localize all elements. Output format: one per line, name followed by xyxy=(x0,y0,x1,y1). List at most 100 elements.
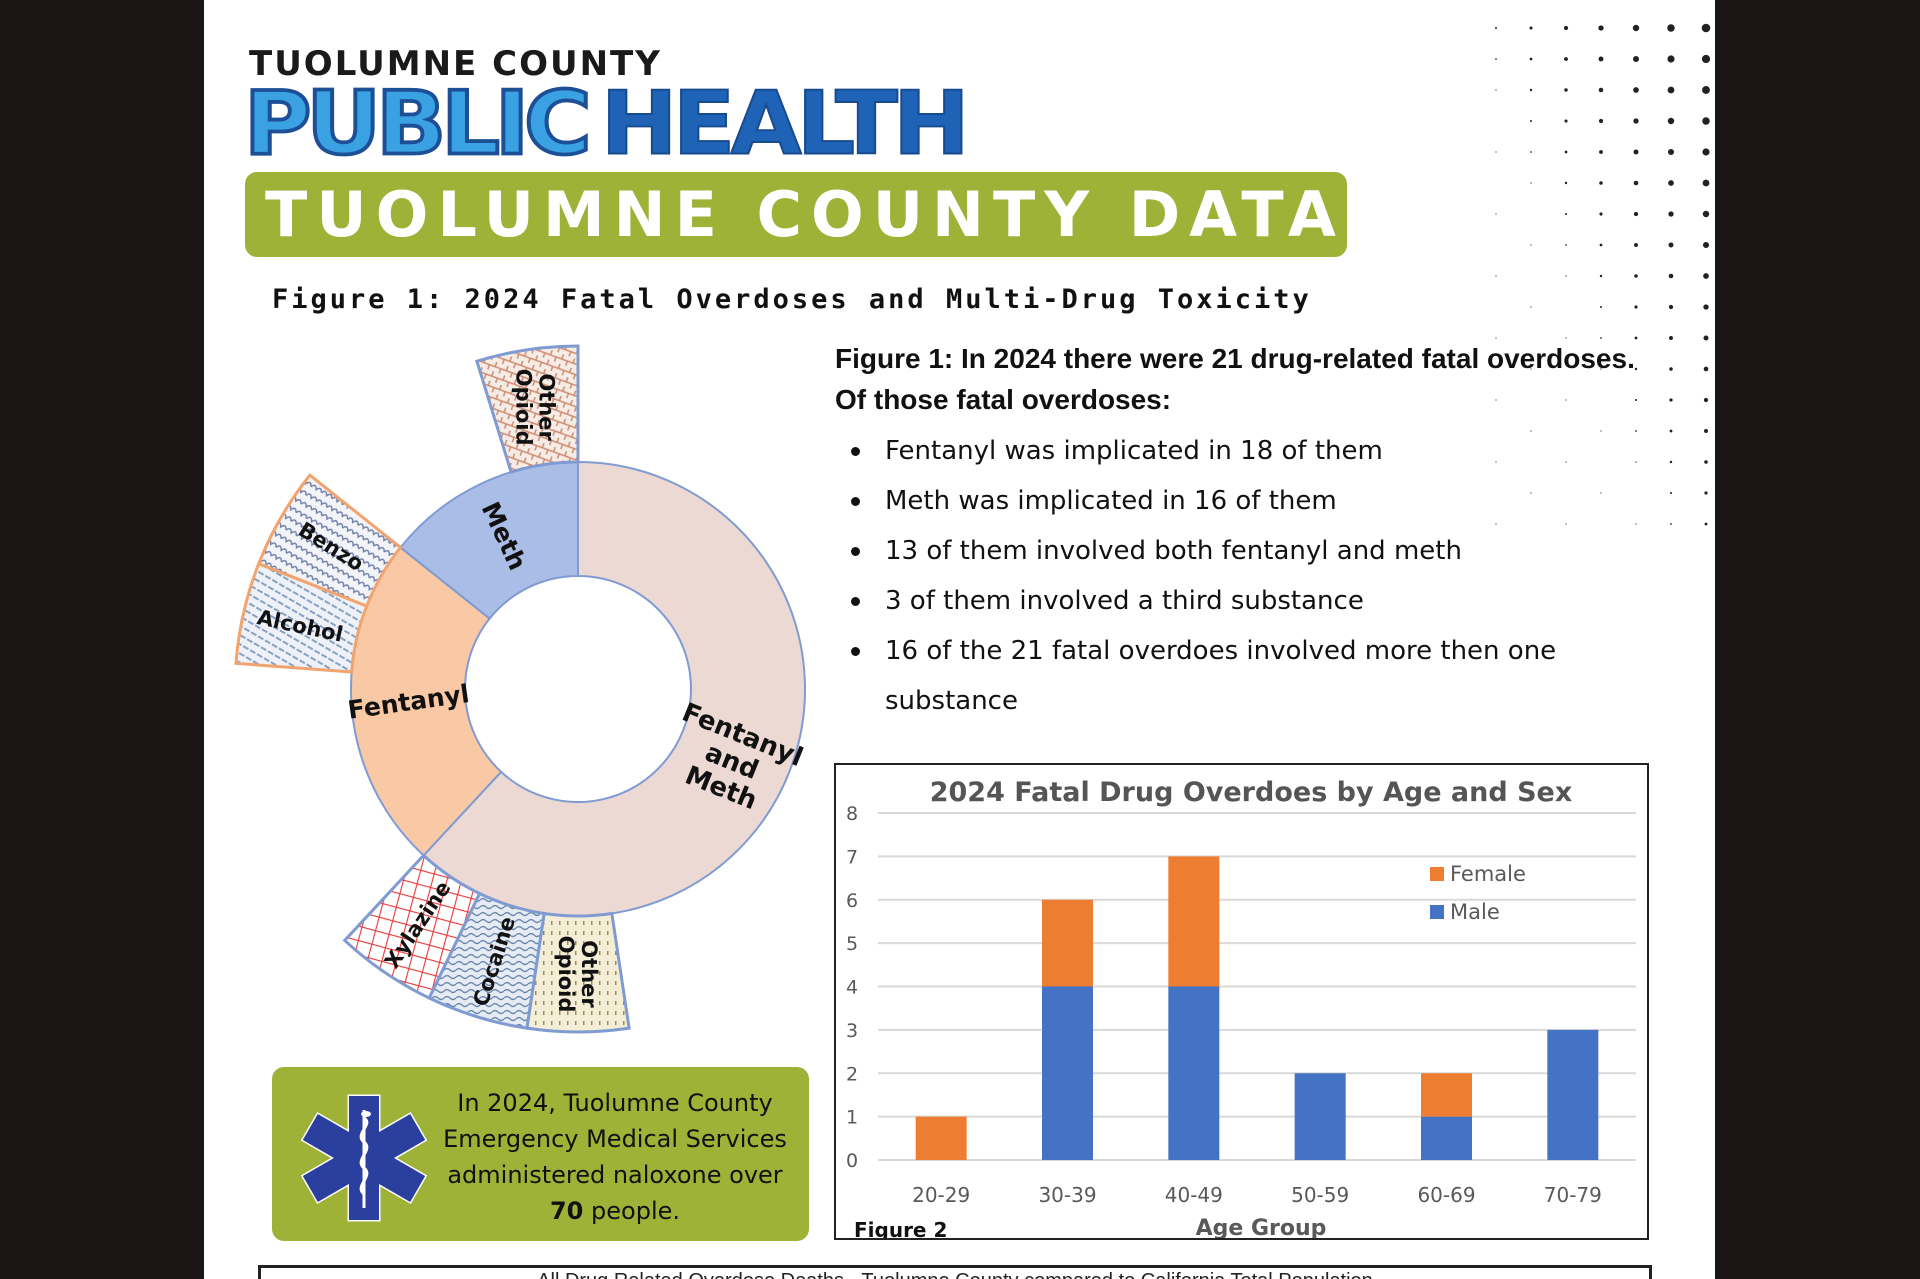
decor-dot xyxy=(1633,211,1639,217)
bullet-item: Meth was implicated in 16 of them xyxy=(851,476,1655,526)
star-of-life-icon xyxy=(300,1094,428,1222)
x-tick-label: 60-69 xyxy=(1417,1183,1475,1207)
decor-dot xyxy=(1598,56,1604,62)
figure1-summary: Figure 1: In 2024 there were 21 drug-rel… xyxy=(835,338,1655,726)
decor-dot xyxy=(1633,87,1639,93)
decor-dot xyxy=(1634,367,1638,371)
y-tick-label: 4 xyxy=(846,977,858,999)
y-tick-label: 5 xyxy=(846,933,858,955)
bullet-item: 13 of them involved both fentanyl and me… xyxy=(851,526,1655,576)
decor-dot xyxy=(1633,118,1639,124)
decor-dot xyxy=(1495,523,1497,525)
y-tick-label: 2 xyxy=(846,1063,858,1085)
decor-dot xyxy=(1702,117,1710,125)
sunburst-outer-segment xyxy=(342,853,482,1001)
sunburst-outer-segment xyxy=(475,344,580,474)
chart-title: 2024 Fatal Drug Overdoes by Age and Sex xyxy=(930,777,1573,808)
decor-dot xyxy=(1702,210,1710,218)
decor-dot xyxy=(1600,337,1602,339)
decor-dot xyxy=(1495,337,1497,339)
decor-dot xyxy=(1704,522,1708,526)
bar-female xyxy=(915,1116,967,1160)
decor-dot xyxy=(1529,88,1533,92)
decor-dot xyxy=(1702,179,1710,187)
decor-dot xyxy=(1529,119,1533,123)
decor-dot xyxy=(1495,275,1497,277)
decor-dot xyxy=(1495,399,1497,401)
decor-dot xyxy=(1635,430,1637,432)
decor-dot xyxy=(1669,460,1673,464)
decor-dot xyxy=(1632,55,1640,63)
decor-dot xyxy=(1669,429,1673,433)
decor-dot xyxy=(1667,24,1675,32)
decor-dot xyxy=(1703,366,1709,372)
ems-text: In 2024, Tuolumne County Emergency Medic… xyxy=(435,1085,795,1229)
bar-male xyxy=(1042,986,1093,1160)
ems-text-part: people. xyxy=(583,1197,680,1225)
decor-dot xyxy=(1495,58,1497,60)
decor-dot xyxy=(1702,86,1710,94)
decor-dot xyxy=(1599,243,1603,247)
bar-male xyxy=(1421,1116,1472,1160)
decor-dot xyxy=(1563,25,1569,31)
decor-dot xyxy=(1634,336,1638,340)
summary-heading: Figure 1: In 2024 there were 21 drug-rel… xyxy=(835,343,1635,415)
decorative-dot-pattern xyxy=(1495,23,1711,526)
decor-dot xyxy=(1599,150,1603,154)
banner-title: TUOLUMNE COUNTY DATA xyxy=(265,178,1345,251)
y-tick-label: 3 xyxy=(846,1020,858,1042)
decor-dot xyxy=(1667,148,1675,156)
decor-dot xyxy=(1530,182,1532,184)
x-axis-label: Age Group xyxy=(1196,1216,1327,1238)
decor-dot xyxy=(1599,212,1603,216)
decor-dot xyxy=(1530,244,1532,246)
decor-dot xyxy=(1703,397,1709,403)
bar-male xyxy=(1547,1029,1599,1160)
decor-dot xyxy=(1599,274,1603,278)
legend-swatch-female xyxy=(1430,867,1444,881)
decor-dot xyxy=(1702,148,1710,156)
ems-text-part: In 2024, Tuolumne County Emergency Medic… xyxy=(443,1089,787,1189)
decor-dot xyxy=(1564,119,1568,123)
ems-naloxone-callout: In 2024, Tuolumne County Emergency Medic… xyxy=(272,1067,809,1241)
sunburst-chart: FentanylandMethFentanylMethOtherOpioidCo… xyxy=(234,344,807,1034)
decor-dot xyxy=(1668,242,1674,248)
decor-dot xyxy=(1564,150,1568,154)
logo-word-public: PUBLIC xyxy=(242,72,594,175)
decor-dot xyxy=(1667,55,1675,63)
bar-chart: 2024 Fatal Drug Overdoes by Age and Sex 0… xyxy=(846,777,1636,1238)
y-tick-label: 6 xyxy=(846,890,858,912)
y-tick-label: 7 xyxy=(846,846,858,868)
title-banner: TUOLUMNE COUNTY DATA xyxy=(245,172,1347,257)
decor-dot xyxy=(1530,492,1532,494)
decor-dot xyxy=(1702,241,1710,249)
x-tick-label: 50-59 xyxy=(1291,1183,1349,1207)
decor-dot xyxy=(1667,117,1675,125)
decor-dot xyxy=(1530,368,1532,370)
decor-dot xyxy=(1632,24,1640,32)
bullet-item: 16 of the 21 fatal overdoes involved mor… xyxy=(851,626,1655,726)
figure2-chart-box: 2024 Fatal Drug Overdoes by Age and Sex 0… xyxy=(834,763,1649,1240)
public-health-logo: PUBLIC HEALTH xyxy=(242,74,971,173)
decor-dot xyxy=(1495,151,1497,153)
naloxone-count: 70 xyxy=(549,1197,584,1225)
decor-dot xyxy=(1600,368,1602,370)
x-tick-label: 20-29 xyxy=(912,1183,970,1207)
decor-dot xyxy=(1668,180,1674,186)
bottom-section-box: All Drug Related Overdose Deaths - Tuolu… xyxy=(258,1265,1652,1279)
decor-dot xyxy=(1634,243,1638,247)
decor-dot xyxy=(1530,306,1532,308)
decor-dot xyxy=(1703,335,1709,341)
figure2-caption: Figure 2 xyxy=(854,1218,947,1238)
decor-dot xyxy=(1600,430,1602,432)
bar-female xyxy=(1421,1073,1472,1117)
decor-dot xyxy=(1669,367,1673,371)
decor-dot xyxy=(1529,26,1533,30)
decor-dot xyxy=(1495,213,1497,215)
decor-dot xyxy=(1529,57,1533,61)
decor-dot xyxy=(1565,399,1567,401)
decor-dot xyxy=(1565,244,1567,246)
sunburst-outer-label: OtherOpioid xyxy=(554,936,601,1013)
decor-dot xyxy=(1635,523,1637,525)
sunburst-outer-segment xyxy=(256,473,403,609)
